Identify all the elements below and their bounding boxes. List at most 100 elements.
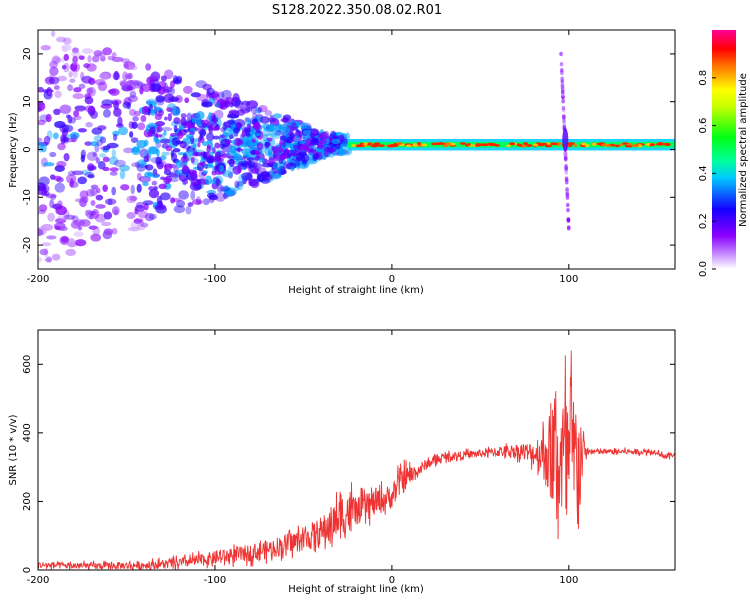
heatmap-blob (190, 190, 196, 201)
spectrogram-x-tick-label: -200 (27, 274, 50, 285)
heatmap-blob (53, 85, 60, 91)
heatmap-blob (295, 121, 301, 127)
snr-x-label: Height of straight line (km) (288, 584, 424, 595)
heatmap-blob (48, 76, 60, 85)
heatmap-blob (311, 128, 319, 135)
heatmap-blob (168, 96, 180, 102)
heatmap-blob (143, 107, 149, 113)
heatmap-blob (592, 142, 596, 146)
heatmap-blob (562, 114, 566, 120)
heatmap-blob (187, 202, 194, 207)
heatmap-blob (101, 99, 114, 106)
heatmap-blob (53, 175, 62, 182)
heatmap-blob (274, 146, 284, 154)
heatmap-blob (172, 76, 183, 85)
heatmap-blob (51, 30, 56, 37)
heatmap-blob (51, 253, 61, 261)
heatmap-blob (137, 122, 146, 131)
heatmap-blob (218, 91, 225, 100)
heatmap-blob (213, 165, 220, 171)
heatmap-blob (645, 143, 651, 146)
heatmap-blob (560, 86, 565, 92)
heatmap-blob (148, 146, 158, 155)
heatmap-blob (566, 207, 570, 213)
heatmap-blob (102, 166, 110, 172)
heatmap-blob (160, 192, 171, 201)
heatmap-blob (525, 144, 533, 147)
heatmap-blob (74, 239, 87, 247)
heatmap-blob (622, 142, 628, 145)
heatmap-blob (573, 144, 577, 147)
heatmap-blob (566, 217, 571, 222)
heatmap-blob (72, 68, 78, 79)
heatmap-blob (155, 156, 162, 165)
heatmap-blob (43, 135, 51, 145)
heatmap-blob (268, 151, 272, 156)
heatmap-blob (45, 113, 52, 123)
heatmap-blob (264, 141, 271, 147)
heatmap-blob (130, 184, 135, 195)
heatmap-blob (38, 101, 46, 112)
heatmap-blob (387, 144, 395, 148)
heatmap-blob (244, 117, 250, 122)
heatmap-blob (231, 139, 237, 144)
heatmap-blob (211, 117, 218, 124)
heatmap-blob (310, 137, 320, 146)
heatmap-blob (103, 228, 114, 236)
heatmap-blob (585, 144, 590, 147)
heatmap-blob (119, 81, 128, 88)
heatmap-blob (86, 151, 98, 161)
heatmap-blob (62, 124, 74, 133)
snr-panel: -200 -100 0 100 0 200 400 600 Height of straig… (8, 329, 676, 595)
heatmap-blob (136, 172, 142, 181)
heatmap-blob (201, 101, 213, 108)
heatmap-blob (279, 138, 283, 148)
heatmap-blob (61, 236, 69, 243)
heatmap-blob (185, 205, 192, 215)
heatmap-blob (129, 90, 137, 99)
heatmap-blob (228, 134, 234, 140)
heatmap-blob (38, 119, 46, 126)
heatmap-blob (311, 149, 317, 155)
heatmap-blob (154, 121, 166, 127)
heatmap-blob (190, 92, 202, 98)
heatmap-blob (38, 137, 43, 142)
heatmap-blob (41, 223, 54, 231)
heatmap-blob (78, 55, 85, 60)
heatmap-blob (234, 184, 240, 191)
spectrogram-x-tick-label: 0 (389, 274, 395, 285)
heatmap-blob (111, 206, 120, 216)
heatmap-blob (184, 97, 190, 104)
snr-frame (37, 329, 676, 571)
heatmap-blob (214, 156, 222, 162)
heatmap-blob (77, 128, 87, 133)
heatmap-blob (211, 170, 218, 176)
heatmap-blob (177, 152, 185, 156)
heatmap-blob (378, 144, 385, 148)
heatmap-blob (120, 184, 130, 191)
heatmap-blob (52, 54, 60, 63)
heatmap-blob (250, 127, 256, 135)
heatmap-blob (258, 104, 268, 113)
heatmap-blob (107, 198, 113, 206)
heatmap-blob (146, 153, 150, 163)
heatmap-blob (146, 76, 155, 86)
heatmap-blob (70, 134, 78, 143)
heatmap-blob (85, 121, 93, 128)
heatmap-blob (53, 108, 61, 116)
heatmap-blob (127, 95, 139, 103)
heatmap-blob (269, 114, 274, 120)
heatmap-blob (163, 130, 167, 136)
heatmap-blob (173, 166, 179, 173)
heatmap-blob (183, 85, 193, 94)
heatmap-blob (129, 131, 134, 138)
spectrogram-x-ticks: -200 -100 0 100 (27, 30, 578, 285)
heatmap-blob (66, 133, 75, 139)
heatmap-blob (63, 153, 70, 162)
heatmap-blob (61, 44, 72, 52)
heatmap-blob (188, 122, 193, 130)
heatmap-blob (202, 151, 207, 160)
heatmap-blob (549, 142, 559, 146)
heatmap-blob (247, 120, 252, 125)
